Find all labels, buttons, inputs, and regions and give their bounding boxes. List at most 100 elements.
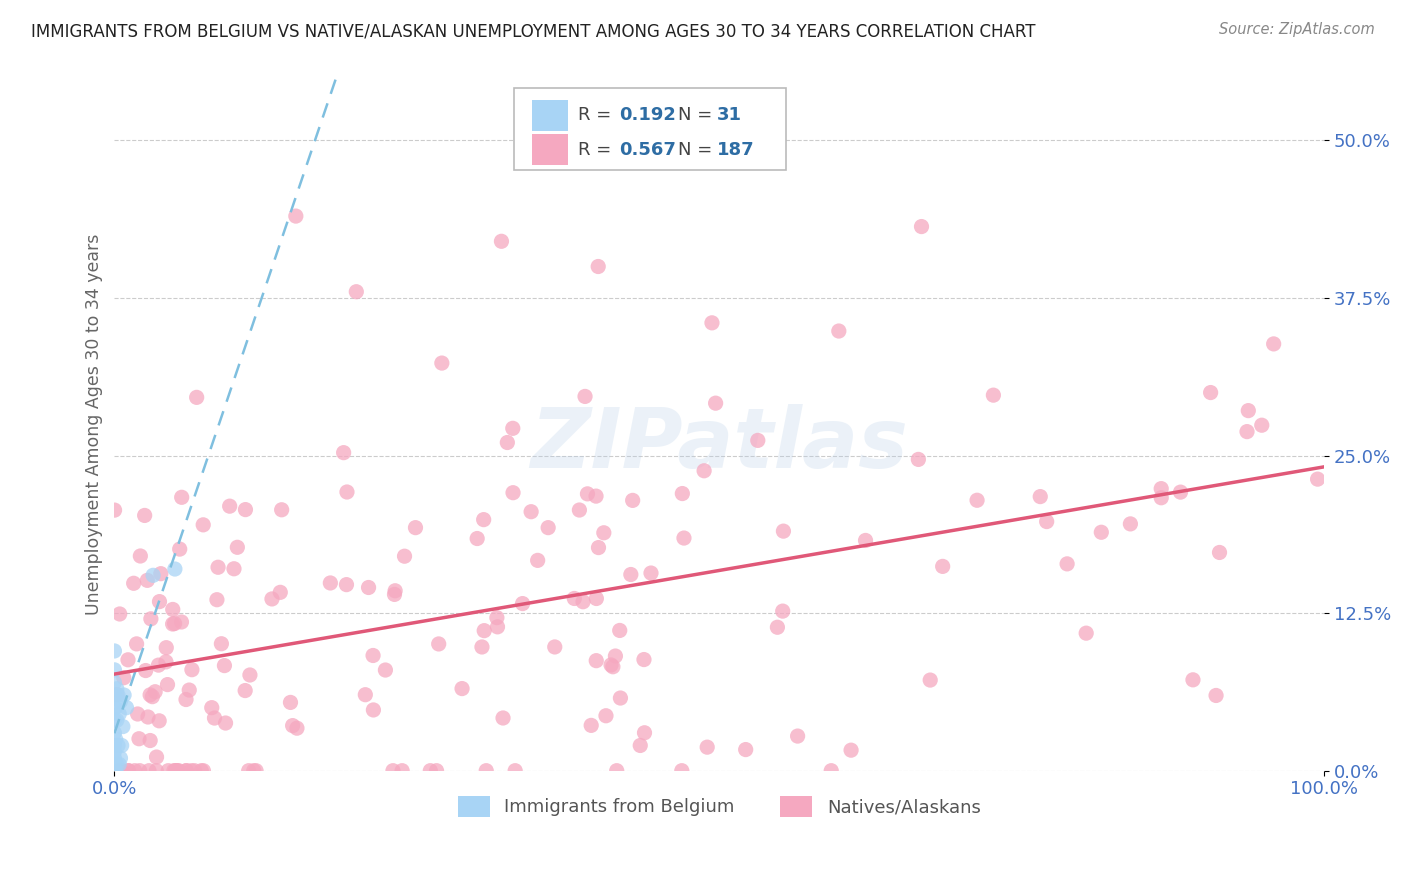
Point [245,764,267,778]
Point [1170,485,1192,500]
Point [107,739,129,753]
Point [361,648,384,663]
Point [585,489,607,503]
Point [486,620,509,634]
Point [103,503,125,517]
Point [1090,525,1112,540]
Point [562,591,585,606]
Point [966,493,988,508]
Point [104,764,127,778]
Point [111,720,134,734]
Point [503,764,526,778]
Legend: Immigrants from Belgium, Natives/Alaskans: Immigrants from Belgium, Natives/Alaskan… [450,789,988,824]
Point [419,764,441,778]
Point [704,396,727,410]
Point [633,725,655,739]
Point [242,764,264,778]
Text: Source: ZipAtlas.com: Source: ZipAtlas.com [1219,22,1375,37]
Point [472,513,495,527]
Point [162,602,184,616]
Point [165,764,187,778]
Point [148,658,170,673]
Point [579,718,602,732]
Point [609,691,631,706]
Point [1150,491,1173,505]
Point [103,757,125,772]
Point [786,729,808,743]
Point [110,764,132,778]
Point [335,577,357,591]
Point [391,764,413,778]
Point [104,732,127,747]
Point [363,703,385,717]
Point [103,745,125,759]
Point [772,524,794,538]
Point [512,597,534,611]
Point [1236,425,1258,439]
Point [108,757,131,772]
Point [502,485,524,500]
Text: 187: 187 [717,141,755,159]
Point [394,549,416,564]
Point [163,764,186,778]
Point [103,713,125,727]
Point [766,620,789,634]
Point [110,751,132,765]
Point [190,764,212,778]
Point [572,595,595,609]
Point [1029,490,1052,504]
Point [205,592,228,607]
Point [235,502,257,516]
Point [104,700,127,714]
Point [111,764,134,778]
Point [1250,418,1272,433]
Y-axis label: Unemployment Among Ages 30 to 34 years: Unemployment Among Ages 30 to 34 years [86,234,103,615]
Point [526,553,548,567]
Point [105,713,128,727]
Point [103,700,125,714]
Point [156,677,179,691]
Point [103,764,125,778]
Point [218,499,240,513]
Point [149,566,172,581]
Point [122,576,145,591]
Point [226,541,249,555]
Point [169,542,191,557]
Point [157,764,180,778]
Point [139,612,162,626]
Point [103,764,125,778]
Point [537,521,560,535]
Point [117,764,139,778]
Point [214,658,236,673]
Point [602,659,624,673]
Point [167,764,190,778]
Point [1199,385,1222,400]
Point [357,581,380,595]
Point [103,739,125,753]
Point [672,531,695,545]
Point [103,688,125,702]
Point [174,692,197,706]
Point [772,604,794,618]
Point [544,640,567,654]
Point [671,764,693,778]
Point [112,688,135,702]
Point [586,260,609,274]
Point [734,742,756,756]
Point [155,655,177,669]
Point [222,562,245,576]
Point [605,648,627,663]
Point [260,591,283,606]
Text: 0.192: 0.192 [619,106,676,124]
Point [193,764,215,778]
Point [107,764,129,778]
Point [820,764,842,778]
Point [135,664,157,678]
Point [176,764,198,778]
Point [170,491,193,505]
Point [124,764,146,778]
Point [166,764,188,778]
Point [427,637,450,651]
Point [319,576,342,591]
Point [983,388,1005,402]
